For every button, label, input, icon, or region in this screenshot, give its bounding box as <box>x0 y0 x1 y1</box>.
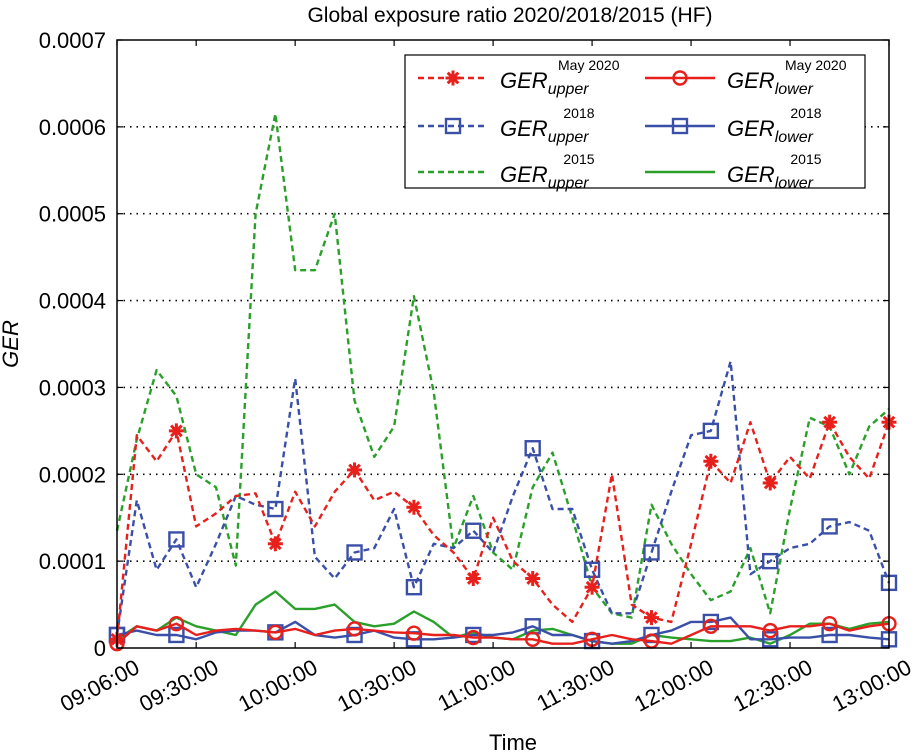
data-point <box>267 500 284 518</box>
y-tick-label: 0.0005 <box>39 202 106 227</box>
y-axis-title: GER <box>0 320 23 368</box>
data-point <box>465 571 481 587</box>
legend-superscript: 2015 <box>790 151 821 167</box>
data-point <box>821 615 838 632</box>
x-tick-label: 12:30:00 <box>729 654 816 716</box>
y-tick-label: 0.0001 <box>39 549 106 574</box>
data-point <box>762 622 778 639</box>
chart-title: Global exposure ratio 2020/2018/2015 (HF… <box>307 4 712 27</box>
data-point <box>267 624 284 641</box>
legend-label: GERlower <box>727 162 814 192</box>
data-point <box>702 422 720 440</box>
data-point <box>406 625 422 641</box>
data-point <box>267 536 283 552</box>
data-point <box>762 475 778 491</box>
series-layer <box>108 112 898 652</box>
y-tick-label: 0 <box>94 636 106 661</box>
legend-label: GERupper <box>500 162 589 192</box>
series-4 <box>115 112 890 619</box>
y-tick-label: 0.0007 <box>39 28 106 53</box>
series-line <box>115 112 890 619</box>
y-tick-label: 0.0004 <box>39 289 106 314</box>
legend-marker <box>444 117 462 135</box>
data-point <box>346 544 363 561</box>
series-2 <box>108 360 898 644</box>
plot-frame <box>116 39 890 649</box>
legend-label: GERupper <box>500 68 589 98</box>
data-point <box>524 440 541 457</box>
x-tick-label: 11:30:00 <box>533 654 619 716</box>
x-tick-label: 10:00:00 <box>234 654 321 716</box>
data-point <box>525 571 541 587</box>
legend-label: GERlower <box>727 116 814 146</box>
legend-marker <box>672 70 688 86</box>
data-point <box>405 579 423 596</box>
data-point <box>406 499 422 515</box>
data-point <box>762 631 779 648</box>
y-tick-label: 0.0002 <box>39 462 106 487</box>
data-point <box>821 518 838 535</box>
data-point <box>583 561 601 579</box>
legend-box <box>404 54 866 189</box>
data-point <box>584 579 600 595</box>
series-line <box>115 421 891 640</box>
data-point <box>643 544 660 561</box>
y-axis: 0 0.0001 0.0002 0.0003 0.0004 0.0005 0.0006 0.0… <box>39 28 889 661</box>
series-0 <box>109 414 897 647</box>
data-point <box>703 618 719 634</box>
data-point <box>524 631 541 648</box>
data-point <box>346 621 363 637</box>
legend-superscript: May 2020 <box>558 57 620 73</box>
data-point <box>347 462 363 478</box>
y-tick-label: 0.0003 <box>39 375 106 400</box>
data-point <box>168 626 185 644</box>
legend-label: GERupper <box>500 116 589 146</box>
series-3 <box>108 613 898 650</box>
x-tick-label: 11:00:00 <box>434 654 520 716</box>
series-line <box>115 360 891 636</box>
data-point <box>168 615 185 632</box>
x-tick-label: 13:00:00 <box>828 654 914 716</box>
y-tick-label: 0.0006 <box>39 115 106 140</box>
data-point <box>702 613 720 631</box>
legend-superscript: 2018 <box>563 105 594 121</box>
legend-label: GERlower <box>727 68 814 98</box>
x-tick-label: 09:30:00 <box>135 654 222 716</box>
grid <box>117 126 889 562</box>
x-tick-label: 10:30:00 <box>333 654 420 716</box>
legend-superscript: 2015 <box>563 151 594 167</box>
data-point <box>465 522 482 539</box>
legend-marker <box>445 70 461 86</box>
data-point <box>762 552 779 570</box>
data-point <box>168 423 184 439</box>
series-line <box>116 622 890 645</box>
data-point <box>822 414 838 430</box>
data-point <box>643 610 659 626</box>
legend-superscript: May 2020 <box>785 57 847 73</box>
data-point <box>703 453 719 469</box>
data-point <box>168 531 185 548</box>
data-point <box>465 629 482 646</box>
x-tick-label: 12:00:00 <box>630 654 717 716</box>
legend-marker <box>671 117 689 135</box>
data-point <box>821 626 838 644</box>
x-tick-label: 09:06:00 <box>56 654 143 716</box>
x-axis-title: Time <box>489 730 537 755</box>
legend-superscript: 2018 <box>790 105 821 121</box>
